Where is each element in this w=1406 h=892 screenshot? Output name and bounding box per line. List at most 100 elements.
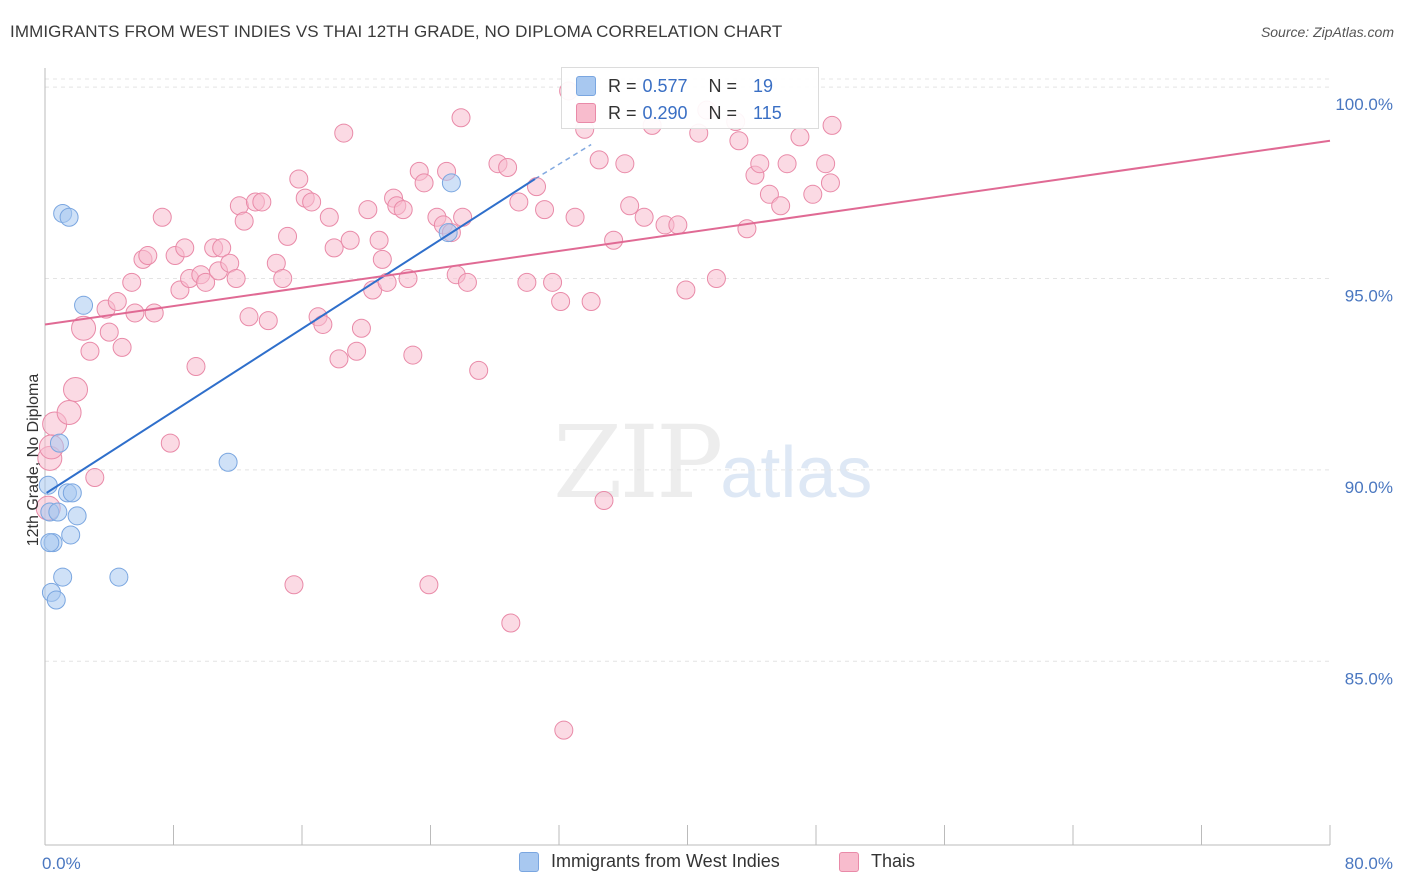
point-thais bbox=[186, 357, 206, 377]
point-thais bbox=[634, 207, 654, 227]
point-thais bbox=[816, 154, 836, 174]
watermark-atlas: atlas bbox=[720, 433, 873, 513]
point-thais bbox=[273, 269, 293, 289]
point-thais bbox=[759, 184, 779, 204]
chart-source: Source: ZipAtlas.com bbox=[1260, 24, 1394, 40]
point-thais bbox=[99, 322, 119, 342]
point-thais bbox=[112, 337, 132, 357]
point-thais bbox=[803, 184, 823, 204]
stats-r-label: R = bbox=[608, 102, 637, 123]
point-thais bbox=[543, 272, 563, 292]
point-thais bbox=[403, 345, 423, 365]
legend-label-thais: Thais bbox=[871, 851, 916, 871]
legend-item-west-indies[interactable]: Immigrants from West Indies bbox=[519, 851, 780, 872]
stats-n-value: 19 bbox=[753, 75, 774, 96]
trend-line-thais bbox=[44, 139, 1331, 326]
point-west-indies bbox=[49, 433, 69, 453]
point-thais bbox=[393, 200, 413, 220]
point-thais bbox=[258, 311, 278, 331]
point-thais bbox=[706, 269, 726, 289]
stats-swatch-west-indies bbox=[576, 76, 596, 96]
legend-swatch-west-indies bbox=[519, 851, 539, 872]
y-tick-label: 85.0% bbox=[1345, 669, 1393, 688]
point-thais bbox=[676, 280, 696, 300]
point-thais bbox=[551, 291, 571, 311]
point-thais bbox=[196, 272, 216, 292]
point-thais bbox=[771, 196, 791, 216]
chart-title: IMMIGRANTS FROM WEST INDIES VS THAI 12TH… bbox=[10, 22, 783, 41]
point-thais bbox=[554, 720, 574, 740]
point-thais bbox=[324, 238, 344, 258]
point-thais bbox=[85, 468, 105, 488]
point-west-indies bbox=[74, 295, 94, 315]
point-thais bbox=[56, 399, 82, 425]
point-west-indies bbox=[48, 502, 68, 522]
point-west-indies bbox=[61, 525, 81, 545]
point-thais bbox=[144, 303, 164, 323]
point-thais bbox=[453, 207, 473, 227]
stats-row-west-indies: R = 0.577 N = 19 bbox=[576, 73, 773, 99]
trend-line-west-indies-extension bbox=[534, 143, 592, 180]
trend-lines bbox=[44, 139, 1331, 494]
trend-line-west-indies bbox=[46, 178, 536, 494]
point-thais bbox=[589, 150, 609, 170]
point-thais bbox=[239, 307, 259, 327]
point-west-indies bbox=[441, 173, 461, 193]
bottom-legend: Immigrants from West Indies Thais bbox=[0, 851, 1406, 877]
point-thais bbox=[777, 154, 797, 174]
point-thais bbox=[581, 291, 601, 311]
point-thais bbox=[594, 491, 614, 511]
point-thais bbox=[604, 230, 624, 250]
y-tick-label: 95.0% bbox=[1345, 287, 1393, 306]
point-thais bbox=[63, 377, 89, 403]
point-thais bbox=[252, 192, 272, 212]
tick-labels: 85.0% 90.0% 95.0% 100.0% 0.0% 80.0% bbox=[42, 95, 1393, 873]
point-thais bbox=[820, 173, 840, 193]
y-tick-label: 100.0% bbox=[1335, 95, 1393, 114]
y-tick-label: 90.0% bbox=[1345, 478, 1393, 497]
point-thais bbox=[517, 272, 537, 292]
point-thais bbox=[369, 230, 389, 250]
x-tick-label: 80.0% bbox=[1345, 854, 1393, 873]
point-west-indies bbox=[109, 567, 129, 587]
data-points bbox=[35, 81, 842, 740]
point-thais bbox=[278, 226, 298, 246]
point-thais bbox=[414, 173, 434, 193]
point-west-indies bbox=[59, 207, 79, 227]
point-west-indies bbox=[218, 452, 238, 472]
point-thais bbox=[319, 207, 339, 227]
stats-legend: R = 0.577 N = 19 R = 0.290 N = 115 bbox=[561, 67, 819, 129]
legend-item-thais[interactable]: Thais bbox=[839, 851, 915, 872]
point-thais bbox=[419, 575, 439, 595]
point-thais bbox=[615, 154, 635, 174]
stats-r-value: 0.577 bbox=[642, 75, 688, 96]
legend-swatch-thais bbox=[839, 851, 859, 872]
point-west-indies bbox=[53, 567, 73, 587]
point-thais bbox=[372, 249, 392, 269]
point-thais bbox=[71, 315, 97, 341]
point-thais bbox=[302, 192, 322, 212]
point-thais bbox=[226, 269, 246, 289]
point-west-indies bbox=[46, 590, 66, 610]
point-thais bbox=[80, 341, 100, 361]
point-thais bbox=[565, 207, 585, 227]
legend-label-west-indies: Immigrants from West Indies bbox=[551, 851, 780, 871]
point-thais bbox=[457, 272, 477, 292]
axes bbox=[44, 68, 1331, 846]
point-thais bbox=[351, 318, 371, 338]
point-thais bbox=[527, 177, 547, 197]
point-thais bbox=[334, 123, 354, 143]
point-thais bbox=[729, 131, 749, 151]
point-west-indies bbox=[62, 483, 82, 503]
stats-n-label: N = bbox=[708, 75, 738, 96]
point-thais bbox=[160, 433, 180, 453]
point-thais bbox=[347, 341, 367, 361]
stats-row-thais: R = 0.290 N = 115 bbox=[576, 100, 782, 126]
point-thais bbox=[138, 246, 158, 266]
point-thais bbox=[498, 158, 518, 178]
point-thais bbox=[289, 169, 309, 189]
point-thais bbox=[234, 211, 254, 231]
point-thais bbox=[501, 613, 521, 633]
point-thais bbox=[509, 192, 529, 212]
